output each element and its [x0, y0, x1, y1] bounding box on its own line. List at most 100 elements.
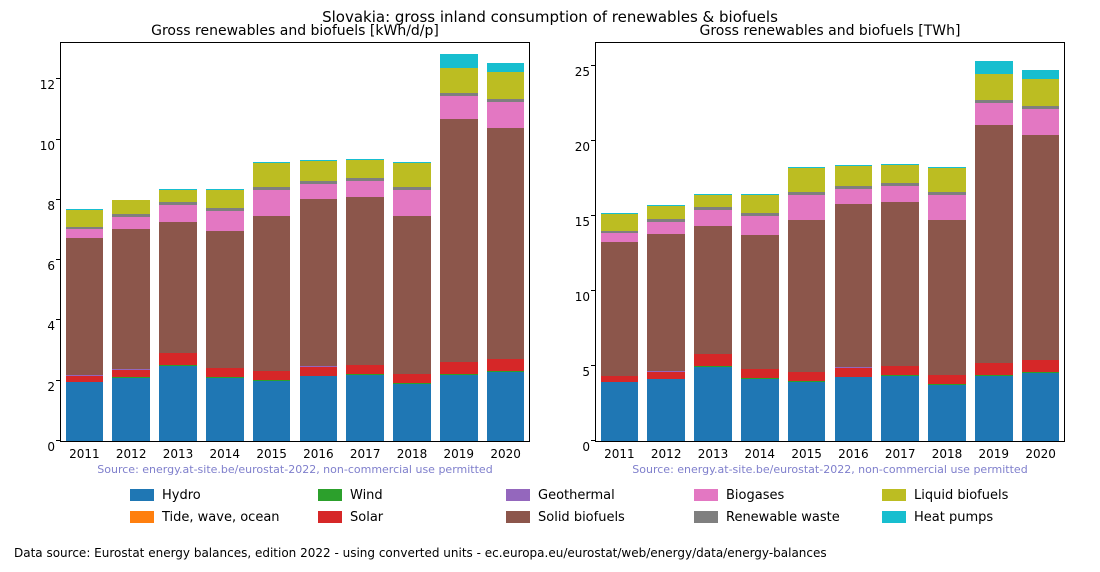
plot-left: 0246810122011201220132014201520162017201… — [61, 43, 529, 441]
x-tick-label: 2014 — [210, 441, 241, 461]
bar-segment — [741, 369, 778, 378]
x-tick-label: 2019 — [444, 441, 475, 461]
bar-segment — [66, 229, 103, 238]
bar-segment — [206, 211, 243, 231]
legend-label: Solar — [350, 510, 383, 525]
bar-segment — [487, 372, 524, 441]
legend-label: Solid biofuels — [538, 510, 625, 525]
bar — [1022, 70, 1059, 441]
bar-segment — [346, 197, 383, 364]
legend-swatch — [882, 511, 906, 523]
bar-segment — [112, 378, 149, 441]
bar-segment — [694, 195, 731, 207]
bar-segment — [112, 229, 149, 369]
legend-swatch — [882, 489, 906, 501]
x-tick-label: 2020 — [1025, 441, 1056, 461]
legend-label: Geothermal — [538, 488, 615, 503]
bar-segment — [1022, 109, 1059, 135]
y-tick-label: 25 — [575, 65, 596, 79]
bar-segment — [1022, 360, 1059, 372]
x-tick-label: 2015 — [791, 441, 822, 461]
y-tick-label: 20 — [575, 140, 596, 154]
legend-swatch — [318, 511, 342, 523]
bar-segment — [440, 68, 477, 94]
legend-label: Liquid biofuels — [914, 488, 1008, 503]
bar-segment — [66, 238, 103, 375]
subtitle-right: Gross renewables and biofuels [TWh] — [596, 23, 1064, 39]
x-tick-label: 2015 — [256, 441, 287, 461]
bar-segment — [66, 382, 103, 441]
bar-segment — [975, 376, 1012, 441]
legend-item: Wind — [318, 484, 496, 506]
bar — [346, 159, 383, 441]
bar-segment — [975, 125, 1012, 362]
bar — [253, 162, 290, 441]
bar-segment — [694, 210, 731, 227]
x-tick-label: 2017 — [885, 441, 916, 461]
bar-segment — [253, 371, 290, 380]
bar-segment — [253, 216, 290, 371]
bar — [487, 63, 524, 441]
y-tick-label: 10 — [40, 139, 61, 153]
bar-segment — [835, 377, 872, 441]
bar-segment — [393, 384, 430, 441]
bar-segment — [1022, 79, 1059, 106]
panel-right: Gross renewables and biofuels [TWh] 0510… — [595, 42, 1065, 442]
legend-label: Wind — [350, 488, 383, 503]
legend-swatch — [506, 489, 530, 501]
bar-segment — [206, 190, 243, 208]
bar-segment — [300, 376, 337, 441]
x-tick-label: 2012 — [651, 441, 682, 461]
bar-segment — [881, 186, 918, 203]
bar-segment — [928, 385, 965, 441]
bar-segment — [601, 233, 638, 242]
legend-item: Renewable waste — [694, 506, 872, 528]
bar-segment — [741, 216, 778, 236]
bar — [835, 165, 872, 441]
plot-right: 0510152025201120122013201420152016201720… — [596, 43, 1064, 441]
x-tick-label: 2013 — [698, 441, 729, 461]
bar-segment — [487, 359, 524, 371]
x-tick-label: 2018 — [397, 441, 428, 461]
bar-segment — [694, 226, 731, 354]
bar-segment — [440, 375, 477, 441]
bar-segment — [1022, 70, 1059, 79]
y-tick-label: 6 — [47, 259, 61, 273]
bar-segment — [835, 166, 872, 186]
bar-segment — [440, 96, 477, 119]
bar-segment — [1022, 135, 1059, 360]
bar-segment — [112, 200, 149, 214]
x-tick-label: 2011 — [69, 441, 100, 461]
bar-segment — [393, 190, 430, 216]
bar-segment — [788, 168, 825, 192]
bar-segment — [694, 354, 731, 366]
bar-segment — [647, 379, 684, 441]
source-note-right: Source: energy.at-site.be/eurostat-2022,… — [596, 463, 1064, 476]
bar — [601, 213, 638, 441]
bar-segment — [647, 234, 684, 371]
bar — [788, 167, 825, 441]
bar — [647, 205, 684, 441]
bar-segment — [741, 235, 778, 369]
x-tick-label: 2012 — [116, 441, 147, 461]
bar-segment — [159, 366, 196, 441]
bar-segment — [393, 216, 430, 374]
bar-segment — [835, 189, 872, 204]
legend-swatch — [694, 489, 718, 501]
bar-segment — [253, 190, 290, 216]
legend-label: Hydro — [162, 488, 201, 503]
bar-segment — [346, 365, 383, 374]
legend-swatch — [318, 489, 342, 501]
bar-segment — [928, 220, 965, 375]
bar-segment — [601, 382, 638, 441]
bar-segment — [346, 375, 383, 441]
bar-segment — [928, 168, 965, 192]
bar-segment — [975, 363, 1012, 375]
bar-segment — [975, 103, 1012, 126]
bar-segment — [881, 165, 918, 183]
bar-segment — [647, 222, 684, 234]
bar-segment — [694, 367, 731, 441]
y-tick-label: 15 — [575, 215, 596, 229]
bar-segment — [647, 206, 684, 220]
bar-segment — [741, 195, 778, 213]
